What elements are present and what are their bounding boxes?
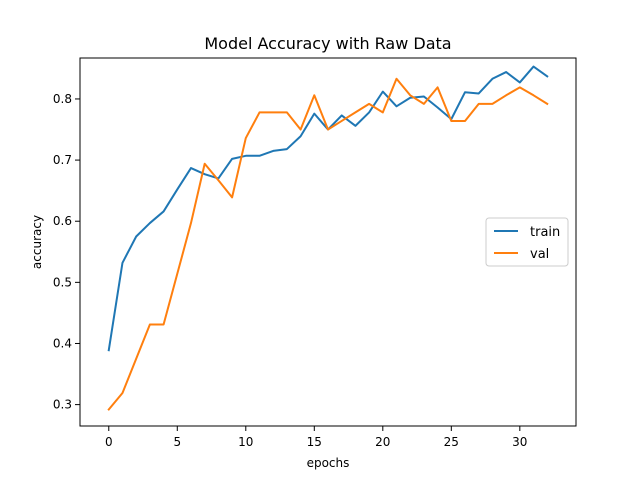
- legend-label-train: train: [530, 225, 560, 240]
- x-tick-label: 5: [173, 435, 181, 449]
- y-tick-label: 0.3: [53, 398, 72, 412]
- y-tick-label: 0.8: [53, 92, 72, 106]
- y-tick-label: 0.4: [53, 336, 72, 350]
- x-tick-label: 25: [444, 435, 459, 449]
- chart-title: Model Accuracy with Raw Data: [204, 34, 451, 53]
- x-tick-label: 15: [307, 435, 322, 449]
- legend: train val: [485, 217, 569, 267]
- plot-frame: [79, 57, 577, 427]
- x-tick-label: 20: [375, 435, 390, 449]
- x-tick-label: 10: [238, 435, 253, 449]
- x-axis-label: epochs: [307, 456, 350, 470]
- y-axis: 0.3 0.4 0.5 0.6 0.7 0.8: [53, 92, 80, 412]
- y-tick-label: 0.5: [53, 275, 72, 289]
- series-layer: [107, 65, 549, 411]
- legend-label-val: val: [530, 247, 549, 262]
- x-tick-label: 30: [512, 435, 527, 449]
- y-tick-label: 0.6: [53, 214, 72, 228]
- y-tick-label: 0.7: [53, 153, 72, 167]
- y-axis-label: accuracy: [30, 215, 44, 269]
- x-axis: 0 5 10 15 20 25 30: [105, 426, 527, 449]
- x-tick-label: 0: [105, 435, 113, 449]
